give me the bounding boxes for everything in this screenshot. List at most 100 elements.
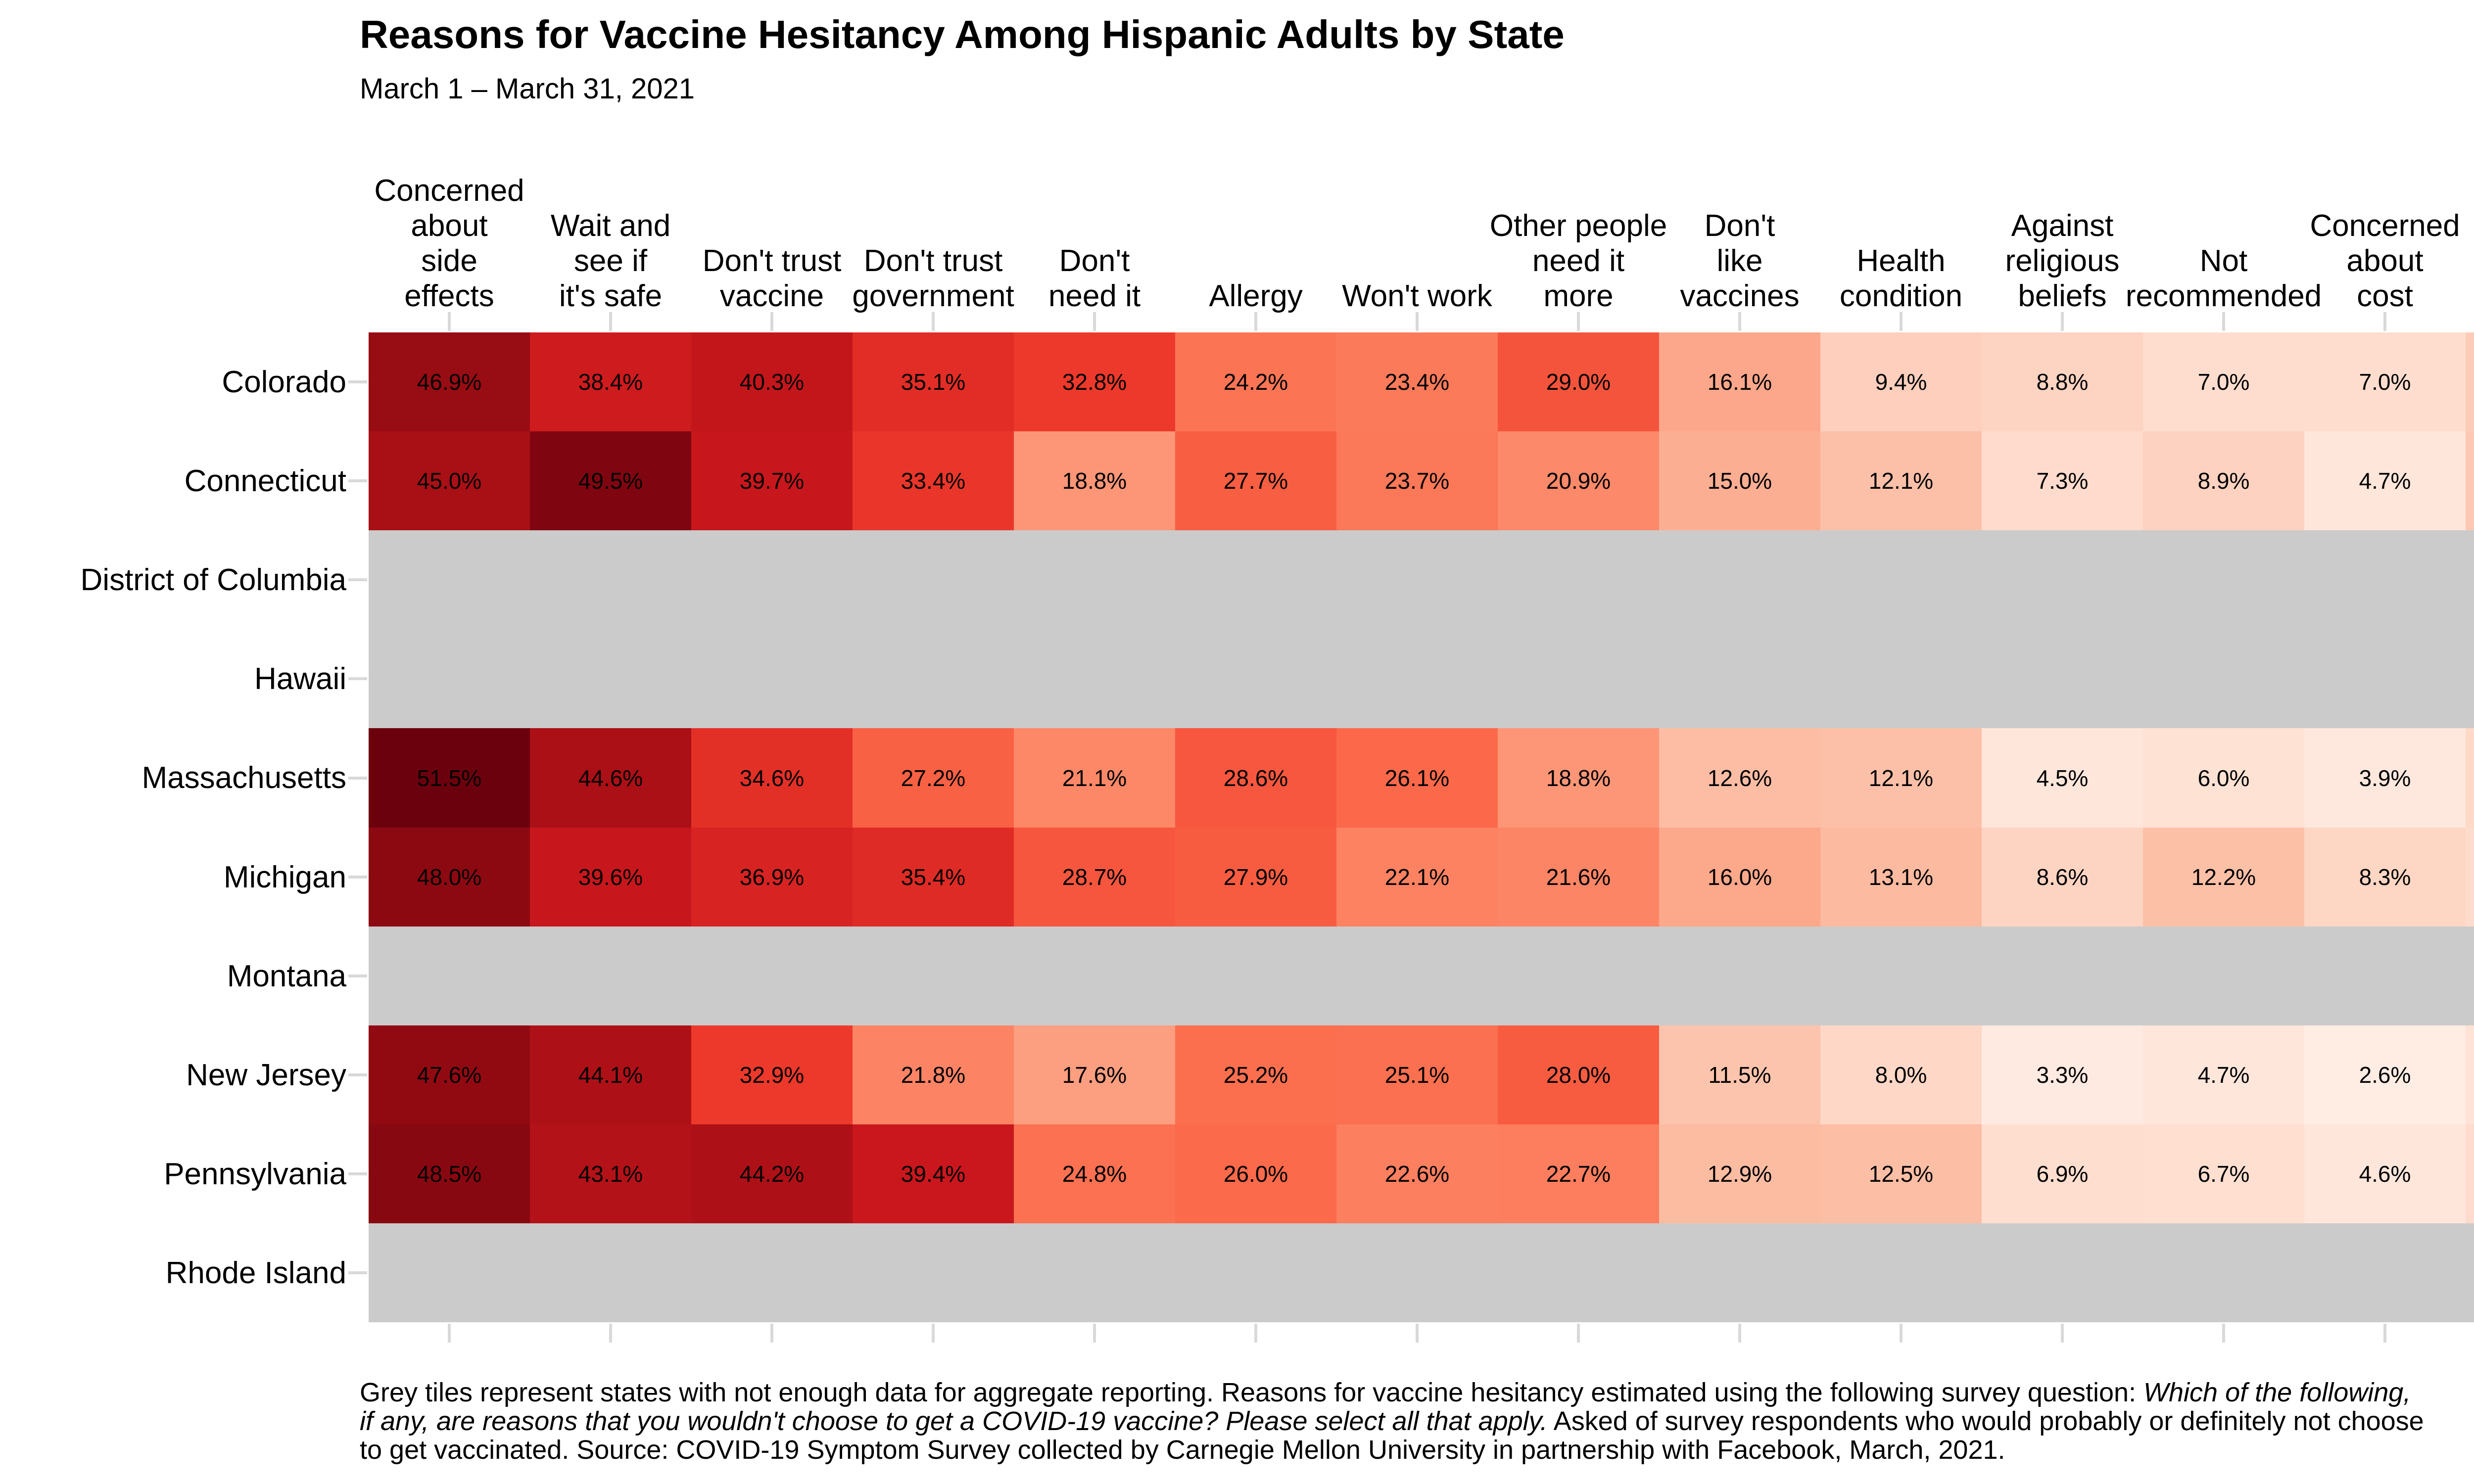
- heatmap-cell: 46.9%: [369, 332, 530, 431]
- heatmap-cell: 28.6%: [1175, 728, 1336, 828]
- column-header: Against religious beliefs: [1952, 137, 2173, 314]
- heatmap-cell: 36.9%: [691, 828, 853, 927]
- heatmap-cell-no-data: [1982, 1223, 2143, 1322]
- column-header: Don't trust government: [823, 137, 1044, 314]
- axis-tick: [448, 312, 451, 331]
- heatmap-cell-no-data: [2143, 530, 2304, 629]
- axis-tick: [609, 312, 612, 331]
- heatmap-cell: 7.2%: [2466, 828, 2474, 927]
- heatmap-cell: 9.4%: [1820, 332, 1982, 431]
- heatmap-cell: 18.8%: [1014, 431, 1175, 530]
- heatmap-cell: 3.3%: [1982, 1025, 2143, 1124]
- heatmap-cell-no-data: [853, 629, 1014, 728]
- column-header: Don't need it: [984, 137, 1205, 314]
- axis-tick: [770, 312, 773, 331]
- heatmap-cell-no-data: [1498, 530, 1659, 629]
- heatmap-cell-no-data: [530, 1223, 691, 1322]
- heatmap-cell: 35.1%: [853, 332, 1014, 431]
- heatmap-cell-no-data: [2466, 629, 2474, 728]
- heatmap-cell-no-data: [691, 629, 853, 728]
- column-header-line: Concerned: [2310, 209, 2460, 243]
- heatmap-cell-no-data: [2143, 1223, 2304, 1322]
- heatmap-cell: 20.9%: [1498, 431, 1659, 530]
- axis-tick: [932, 312, 935, 331]
- heatmap-cell: 22.7%: [1498, 1124, 1659, 1223]
- heatmap-cell-no-data: [2466, 927, 2474, 1025]
- column-header: Not recommended: [2113, 137, 2334, 314]
- heatmap-cell: 32.8%: [1014, 332, 1175, 431]
- heatmap-cell: 22.6%: [1336, 1124, 1498, 1223]
- axis-tick: [1416, 312, 1419, 331]
- heatmap-cell-no-data: [2466, 530, 2474, 629]
- column-header-line: government: [852, 279, 1014, 313]
- row-label: Connecticut: [184, 464, 346, 498]
- heatmap-cell-no-data: [369, 629, 530, 728]
- column-header-line: like: [1716, 244, 1763, 278]
- heatmap-cell-no-data: [1014, 1223, 1175, 1322]
- axis-tick: [348, 777, 367, 780]
- heatmap-cell: 12.6%: [1659, 728, 1820, 828]
- axis-tick: [1416, 1324, 1419, 1343]
- heatmap-cell: 49.5%: [530, 431, 691, 530]
- column-header-line: Other people: [1489, 209, 1667, 243]
- heatmap-cell: 47.6%: [369, 1025, 530, 1124]
- heatmap-cell-no-data: [1175, 629, 1336, 728]
- heatmap-cell: 5.7%: [2466, 1025, 2474, 1124]
- column-header-line: Wait and: [550, 209, 671, 243]
- axis-tick: [2061, 1324, 2064, 1343]
- heatmap-cell: 25.1%: [1336, 1025, 1498, 1124]
- heatmap-cell: 12.9%: [1659, 1124, 1820, 1223]
- heatmap-cell: 11.5%: [1659, 1025, 1820, 1124]
- heatmap-cell: 39.7%: [691, 431, 853, 530]
- axis-tick: [1093, 312, 1096, 331]
- column-header: Wait and see if it's safe: [500, 137, 721, 314]
- axis-tick: [2222, 312, 2225, 331]
- heatmap-cell: 8.9%: [2143, 431, 2304, 530]
- axis-tick: [1577, 312, 1580, 331]
- heatmap-cell: 32.9%: [691, 1025, 853, 1124]
- heatmap-cell-no-data: [1014, 927, 1175, 1025]
- column-header-line: Don't: [1059, 244, 1130, 278]
- heatmap-cell: 24.8%: [1014, 1124, 1175, 1223]
- heatmap-cell: 44.1%: [530, 1025, 691, 1124]
- heatmap-cell: 39.6%: [530, 828, 691, 927]
- heatmap-cell-no-data: [1498, 629, 1659, 728]
- heatmap-cell-no-data: [1982, 530, 2143, 629]
- heatmap-cell-no-data: [853, 1223, 1014, 1322]
- heatmap-cell: 7.3%: [2466, 1124, 2474, 1223]
- axis-tick: [348, 1073, 367, 1076]
- heatmap-cell: 34.6%: [691, 728, 853, 828]
- axis-tick: [1254, 1324, 1257, 1343]
- heatmap-cell-no-data: [1982, 927, 2143, 1025]
- heatmap-cell-no-data: [1336, 927, 1498, 1025]
- heatmap-cell-no-data: [1659, 629, 1820, 728]
- heatmap-cell: 48.0%: [369, 828, 530, 927]
- row-label: Rhode Island: [165, 1255, 346, 1290]
- axis-tick: [348, 380, 367, 383]
- chart-title: Reasons for Vaccine Hesitancy Among Hisp…: [360, 12, 1565, 56]
- axis-tick: [1577, 1324, 1580, 1343]
- heatmap-cell-no-data: [691, 927, 853, 1025]
- heatmap-cell: 28.7%: [1014, 828, 1175, 927]
- axis-tick: [609, 1324, 612, 1343]
- heatmap-cell: 39.4%: [853, 1124, 1014, 1223]
- column-header: Concerned about side effects: [339, 137, 560, 314]
- column-header: Pregnancy: [2436, 137, 2474, 314]
- heatmap-cell-no-data: [1820, 1223, 1982, 1322]
- axis-tick: [1738, 312, 1741, 331]
- heatmap-cell-no-data: [1336, 629, 1498, 728]
- heatmap-cell: 48.5%: [369, 1124, 530, 1223]
- heatmap-cell: 51.5%: [369, 728, 530, 828]
- heatmap-cell-no-data: [2304, 629, 2466, 728]
- heatmap-cell-no-data: [691, 1223, 853, 1322]
- column-header-line: vaccines: [1680, 279, 1800, 313]
- heatmap-cell-no-data: [530, 629, 691, 728]
- heatmap-cell-no-data: [369, 927, 530, 1025]
- heatmap-cell: 6.0%: [2143, 728, 2304, 828]
- heatmap-cell-no-data: [2143, 629, 2304, 728]
- heatmap-cell-no-data: [1014, 629, 1175, 728]
- heatmap-cell: 23.4%: [1336, 332, 1498, 431]
- heatmap-cell: 4.5%: [1982, 728, 2143, 828]
- heatmap-cell: 18.8%: [1498, 728, 1659, 828]
- heatmap-cell: 6.9%: [1982, 1124, 2143, 1223]
